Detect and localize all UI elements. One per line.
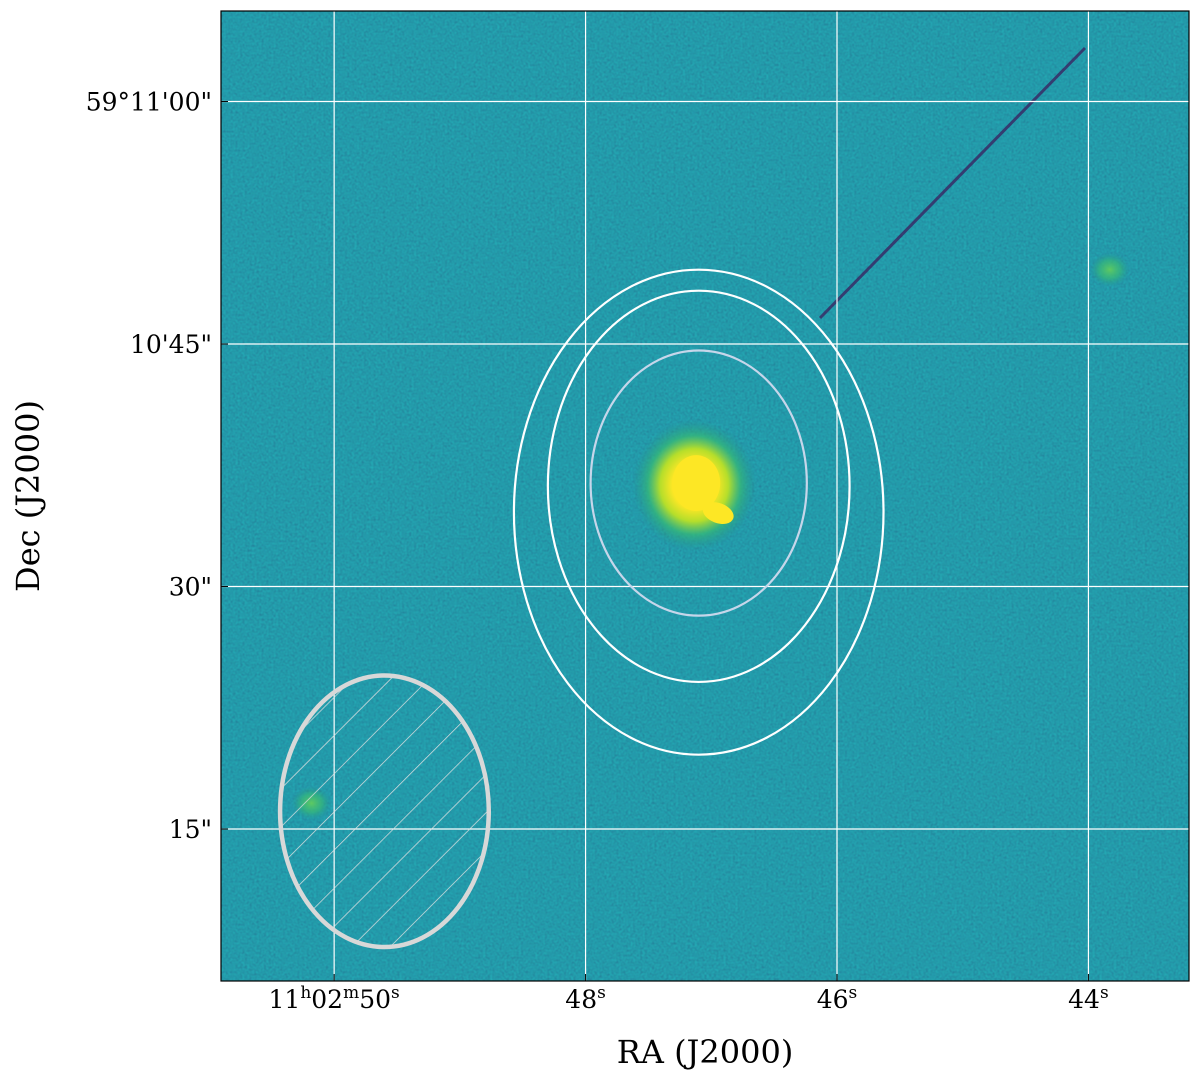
y-tick-label: 59°11'00" bbox=[86, 88, 212, 117]
contour-middle bbox=[546, 289, 851, 684]
artifact-streak bbox=[818, 46, 1087, 320]
x-tick-label: 44s bbox=[1068, 983, 1109, 1014]
faint-source bbox=[1089, 252, 1130, 287]
y-tick-label: 10'45" bbox=[130, 330, 212, 359]
y-tick-labels: 59°11'00" 10'45" 30" 15" bbox=[86, 88, 212, 844]
y-tick-label: 30" bbox=[169, 573, 212, 602]
contour-inner bbox=[589, 349, 808, 617]
x-axis-label: RA (J2000) bbox=[617, 1033, 794, 1071]
grid bbox=[221, 11, 1189, 981]
y-tick-label: 15" bbox=[169, 815, 212, 844]
x-tick-label: 48s bbox=[565, 983, 606, 1014]
contours bbox=[512, 268, 885, 756]
x-tick-label: 46s bbox=[817, 983, 858, 1014]
beam-hatch bbox=[280, 675, 489, 948]
axis-ticks bbox=[221, 101, 1089, 981]
x-tick-label: 11h02m50s bbox=[269, 983, 400, 1014]
main-source-tail bbox=[702, 502, 734, 524]
y-axis-label: Dec (J2000) bbox=[9, 400, 47, 592]
plot-area bbox=[221, 11, 1189, 981]
plot-frame bbox=[220, 10, 1190, 982]
x-tick-labels: 11h02m50s 48s 46s 44s bbox=[269, 983, 1109, 1014]
beam bbox=[277, 673, 492, 950]
beam-ellipse bbox=[277, 673, 492, 950]
sources bbox=[291, 252, 1130, 821]
contour-outer bbox=[512, 268, 885, 756]
main-source bbox=[672, 455, 721, 512]
